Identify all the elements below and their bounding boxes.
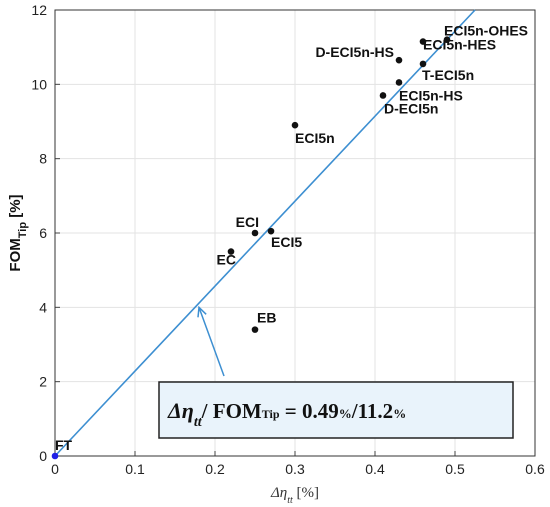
y-axis-label-main: FOM — [7, 238, 24, 271]
x-tick-label: 0.2 — [205, 461, 225, 477]
data-label-eb: EB — [257, 310, 276, 326]
y-axis-label-sub: Tip — [17, 222, 29, 239]
x-tick-label: 0 — [51, 461, 59, 477]
plot-frame — [54, 9, 536, 457]
annotation-formula: Δηtt/ FOMTip = 0.49%/11.2% — [167, 398, 406, 430]
data-point-eci5n-hes — [419, 38, 427, 45]
x-tick-label: 0.5 — [445, 461, 465, 477]
annotation-arrow-head — [197, 305, 207, 318]
trendline — [54, 9, 476, 457]
y-tick-labels: 0 2 4 6 8 10 12 — [31, 2, 47, 464]
data-label-t-eci5n: T-ECI5n — [422, 67, 474, 83]
plot-area-border — [54, 9, 536, 457]
data-label-eci5: ECI5 — [271, 234, 302, 250]
x-tick-label: 0.4 — [365, 461, 385, 477]
data-point-d-eci5n-hs — [395, 56, 403, 64]
data-point-ec — [227, 248, 235, 255]
trendline-layer — [54, 9, 476, 457]
y-axis-label: FOMTip [%] — [7, 194, 29, 271]
x-tick-labels: 0 0.1 0.2 0.3 0.4 0.5 0.6 — [51, 461, 545, 477]
x-axis-label: Δηtt [%] — [270, 485, 319, 506]
y-tick-label: 8 — [39, 151, 47, 167]
x-tick-label: 0.3 — [285, 461, 305, 477]
data-point-eci5n-hs — [395, 79, 403, 86]
data-label-ec: EC — [217, 252, 236, 268]
data-label-eci: ECI — [236, 214, 259, 230]
annotation-mid: / FOM — [201, 399, 262, 423]
data-point-t-eci5n — [419, 60, 427, 68]
y-tick-label: 4 — [39, 299, 47, 315]
data-point-ft — [51, 452, 59, 460]
annotation-lhs-sub: tt — [194, 415, 203, 430]
x-axis-label-main: Δη — [270, 485, 287, 501]
annotation-rhs-unit-1: % — [339, 406, 352, 421]
data-point-d-eci5n — [379, 92, 387, 99]
ratio-annotation: Δηtt/ FOMTip = 0.49%/11.2% — [158, 305, 514, 439]
data-point-eci — [251, 229, 259, 237]
annotation-rhs-unit-2: % — [393, 406, 406, 421]
data-label-eci5n-ohes: ECI5n-OHES — [444, 23, 528, 39]
x-tick-label: 0.1 — [125, 461, 145, 477]
data-point-eci5n-ohes — [443, 36, 451, 44]
annotation-mid-sub: Tip — [262, 407, 280, 421]
y-tick-label: 12 — [31, 2, 47, 18]
annotation-rhs-sep: /11.2 — [351, 399, 393, 423]
data-label-d-eci5n-hs: D-ECI5n-HS — [315, 44, 394, 60]
annotation-lhs: Δη — [167, 398, 194, 423]
x-axis-label-sub: tt — [287, 495, 293, 506]
annotation-arrow — [198, 307, 225, 377]
data-label-d-eci5n: D-ECI5n — [384, 100, 438, 116]
y-tick-label: 0 — [39, 448, 47, 464]
data-point-eci5n — [291, 121, 299, 129]
x-axis-label-unit: [%] — [293, 485, 319, 501]
data-label-ft: FT — [55, 437, 73, 453]
annotation-rhs: = 0.49 — [280, 399, 339, 423]
y-tick-label: 6 — [39, 225, 47, 241]
y-tick-label: 2 — [39, 374, 47, 390]
annotation-box — [158, 381, 514, 439]
data-label-eci5n: ECI5n — [295, 130, 335, 146]
x-tick-label: 0.6 — [525, 461, 545, 477]
data-label-eci5n-hes: ECI5n-HES — [423, 37, 496, 53]
y-tick-label: 10 — [31, 76, 47, 92]
data-label-eci5n-hs: ECI5n-HS — [399, 87, 463, 103]
data-point-eci5 — [267, 227, 275, 235]
data-point-eb — [251, 326, 259, 333]
y-axis-label-unit: [%] — [7, 194, 24, 222]
